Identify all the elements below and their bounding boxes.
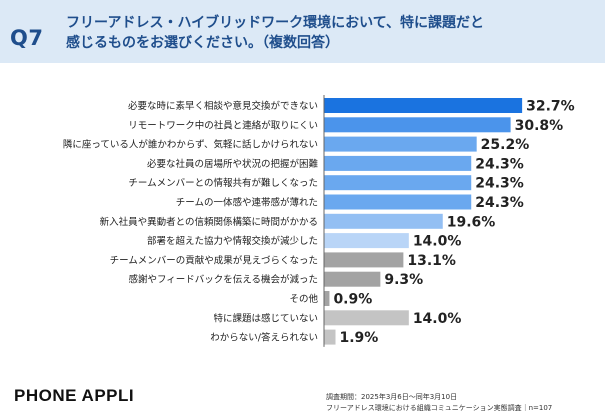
value-label: 14.0%	[413, 234, 462, 250]
category-label: 新入社員や異動者との信頼関係構築に時間がかかる	[100, 216, 318, 228]
bar	[324, 233, 409, 249]
category-label: チームの一体感や連帯感が薄れた	[176, 197, 318, 209]
brand-logo-text: PHONE APPLI	[14, 386, 135, 405]
bar	[324, 155, 472, 171]
bar	[324, 252, 404, 268]
value-label: 30.8%	[515, 118, 564, 134]
bar	[324, 329, 336, 345]
category-label: 必要な時に素早く相談や意見交換ができない	[128, 100, 318, 112]
question-header: Q7 フリーアドレス・ハイブリッドワーク環境において、特に課題だと 感じるものを…	[0, 0, 605, 63]
category-label: 隣に座っている人が誰かわからず、気軽に話しかけられない	[63, 139, 318, 151]
bar	[324, 136, 477, 152]
value-label: 25.2%	[481, 137, 530, 153]
category-label: 特に課題は感じていない	[213, 312, 318, 324]
value-label: 13.1%	[407, 253, 456, 269]
value-label: 0.9%	[333, 292, 372, 308]
value-label: 24.3%	[475, 176, 524, 192]
bar-chart: 必要な時に素早く相談や意見交換ができない 32.7% リモートワーク中の社員と連絡が…	[63, 95, 575, 347]
survey-period-note: 調査期間：2025年3月6日〜同年3月10日	[326, 393, 458, 401]
bar	[324, 213, 443, 229]
category-label: 感謝やフィードバックを伝える機会が減った	[128, 274, 318, 286]
category-label: わからない/答えられない	[210, 332, 318, 344]
bar	[324, 98, 523, 113]
value-label: 9.3%	[384, 272, 423, 288]
category-label: リモートワーク中の社員と連絡が取りにくい	[128, 119, 318, 131]
survey-title-note: フリーアドレス環境における組織コミュニケーション実態調査｜n=107	[326, 404, 553, 412]
category-label: チームメンバーとの情報共有が難しくなった	[128, 177, 318, 189]
value-label: 24.3%	[475, 156, 524, 172]
bar	[324, 175, 472, 191]
category-label: 部署を超えた協力や情報交換が減少した	[147, 235, 318, 247]
bar	[324, 194, 472, 210]
value-label: 32.7%	[526, 99, 575, 115]
bar-series: 必要な時に素早く相談や意見交換ができない 32.7% リモートワーク中の社員と連絡が…	[63, 95, 575, 347]
bar	[324, 271, 381, 287]
question-number: Q7	[10, 26, 44, 50]
question-text-line1: フリーアドレス・ハイブリッドワーク環境において、特に課題だと	[66, 15, 485, 31]
bar	[324, 117, 511, 133]
value-label: 1.9%	[340, 330, 379, 346]
value-label: 19.6%	[447, 214, 496, 230]
bar	[324, 310, 409, 326]
value-label: 14.0%	[413, 311, 462, 327]
bar	[324, 291, 330, 306]
value-label: 24.3%	[475, 195, 524, 211]
category-label: 必要な社員の居場所や状況の把握が困難	[147, 158, 319, 170]
question-text-line2: 感じるものをお選びください。（複数回答）	[66, 35, 339, 51]
category-label: チームメンバーの貢献や成果が見えづらくなった	[110, 254, 318, 266]
question-text: フリーアドレス・ハイブリッドワーク環境において、特に課題だと 感じるものをお選び…	[66, 13, 596, 53]
category-label: その他	[289, 293, 318, 305]
